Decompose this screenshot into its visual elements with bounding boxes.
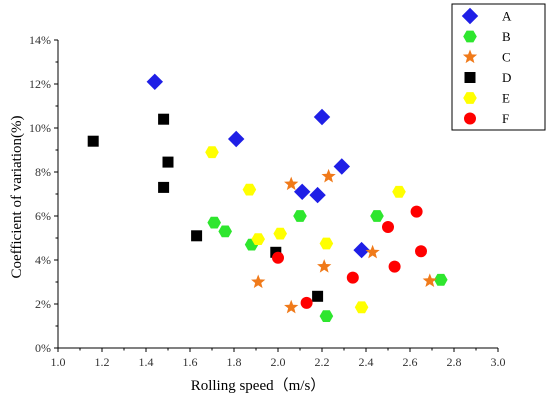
y-tick-label: 14%	[29, 33, 51, 47]
data-point-b	[207, 216, 221, 229]
x-tick-label: 2.2	[315, 355, 330, 369]
data-point-e	[354, 301, 369, 314]
x-tick-label: 2.0	[271, 355, 286, 369]
data-point-c	[317, 259, 332, 273]
data-point-f	[272, 251, 284, 264]
legend-marker-a	[461, 7, 479, 25]
legend-label-c: C	[502, 50, 511, 65]
series-a	[146, 73, 370, 259]
data-point-c	[321, 168, 336, 183]
data-point-d	[158, 113, 170, 125]
legend-label-a: A	[502, 9, 512, 24]
data-point-e	[251, 233, 265, 245]
legend-label-d: D	[502, 70, 511, 85]
data-point-a	[309, 186, 326, 204]
legend-marker-c	[462, 49, 478, 64]
data-point-d	[87, 135, 99, 147]
data-point-b	[370, 210, 384, 222]
data-point-d	[312, 290, 324, 302]
data-point-e	[205, 146, 219, 159]
data-point-a	[313, 108, 331, 126]
data-point-d	[162, 156, 174, 168]
data-point-a	[333, 158, 351, 175]
x-tick-label: 2.8	[447, 355, 462, 369]
data-point-f	[410, 205, 423, 218]
legend-marker-d	[464, 72, 476, 83]
x-tick-label: 2.6	[403, 355, 418, 369]
series-e	[205, 146, 406, 314]
data-point-f	[388, 260, 401, 273]
data-point-d	[191, 230, 203, 242]
series-b	[207, 210, 448, 322]
data-point-e	[242, 183, 257, 196]
x-tick-label: 1.0	[51, 355, 66, 369]
axes: 1.0 1.2 1.4 1.6 1.8 2.0 2.2 2.4 2.6 2.8 3.0 0% 2% 4% 6…	[29, 33, 506, 369]
data-point-f	[382, 221, 394, 233]
data-point-a	[353, 241, 370, 259]
legend-box	[451, 3, 546, 131]
data-point-e	[319, 237, 334, 250]
y-tick-label: 2%	[35, 297, 51, 311]
y-tick-label: 0%	[35, 341, 51, 355]
data-point-f	[300, 296, 313, 309]
x-tick-label: 1.4	[139, 355, 154, 369]
y-axis-title: Coefficient of variation(%)	[9, 116, 25, 279]
data-point-a	[293, 183, 311, 201]
x-tick-label: 1.2	[95, 355, 110, 369]
series-f	[272, 205, 427, 309]
series-c	[251, 168, 437, 314]
data-point-c	[251, 274, 266, 289]
x-tick-label: 3.0	[491, 355, 506, 369]
plot-area	[87, 73, 448, 322]
data-point-e	[392, 185, 406, 198]
data-point-f	[346, 271, 359, 284]
legend-label-e: E	[502, 91, 510, 106]
data-point-b	[434, 273, 448, 286]
data-point-e	[273, 227, 287, 240]
x-axis-title: Rolling speed（m/s）	[191, 377, 326, 394]
x-tick-label: 1.6	[183, 355, 198, 369]
data-point-b	[293, 210, 307, 222]
x-tick-label: 1.8	[227, 355, 242, 369]
legend-marker-f	[464, 112, 476, 125]
y-tick-label: 6%	[35, 209, 51, 223]
data-point-a	[146, 73, 164, 91]
data-point-c	[365, 244, 380, 259]
x-tick-label: 2.4	[359, 355, 374, 369]
legend-marker-e	[463, 92, 477, 104]
data-point-c	[284, 176, 299, 191]
y-tick-label: 4%	[35, 253, 51, 267]
y-tick-label: 10%	[29, 121, 51, 135]
y-tick-label: 8%	[35, 165, 51, 179]
series-d	[87, 113, 324, 302]
data-point-a	[227, 130, 245, 148]
data-point-c	[422, 273, 437, 287]
y-tick-label: 12%	[29, 77, 51, 91]
data-point-d	[158, 181, 170, 193]
legend-marker-b	[463, 30, 477, 43]
data-point-b	[319, 310, 334, 322]
data-point-c	[284, 299, 299, 314]
data-point-b	[218, 225, 232, 238]
legend-label-f: F	[502, 111, 509, 126]
legend-label-b: B	[502, 29, 511, 44]
data-point-f	[415, 245, 427, 258]
